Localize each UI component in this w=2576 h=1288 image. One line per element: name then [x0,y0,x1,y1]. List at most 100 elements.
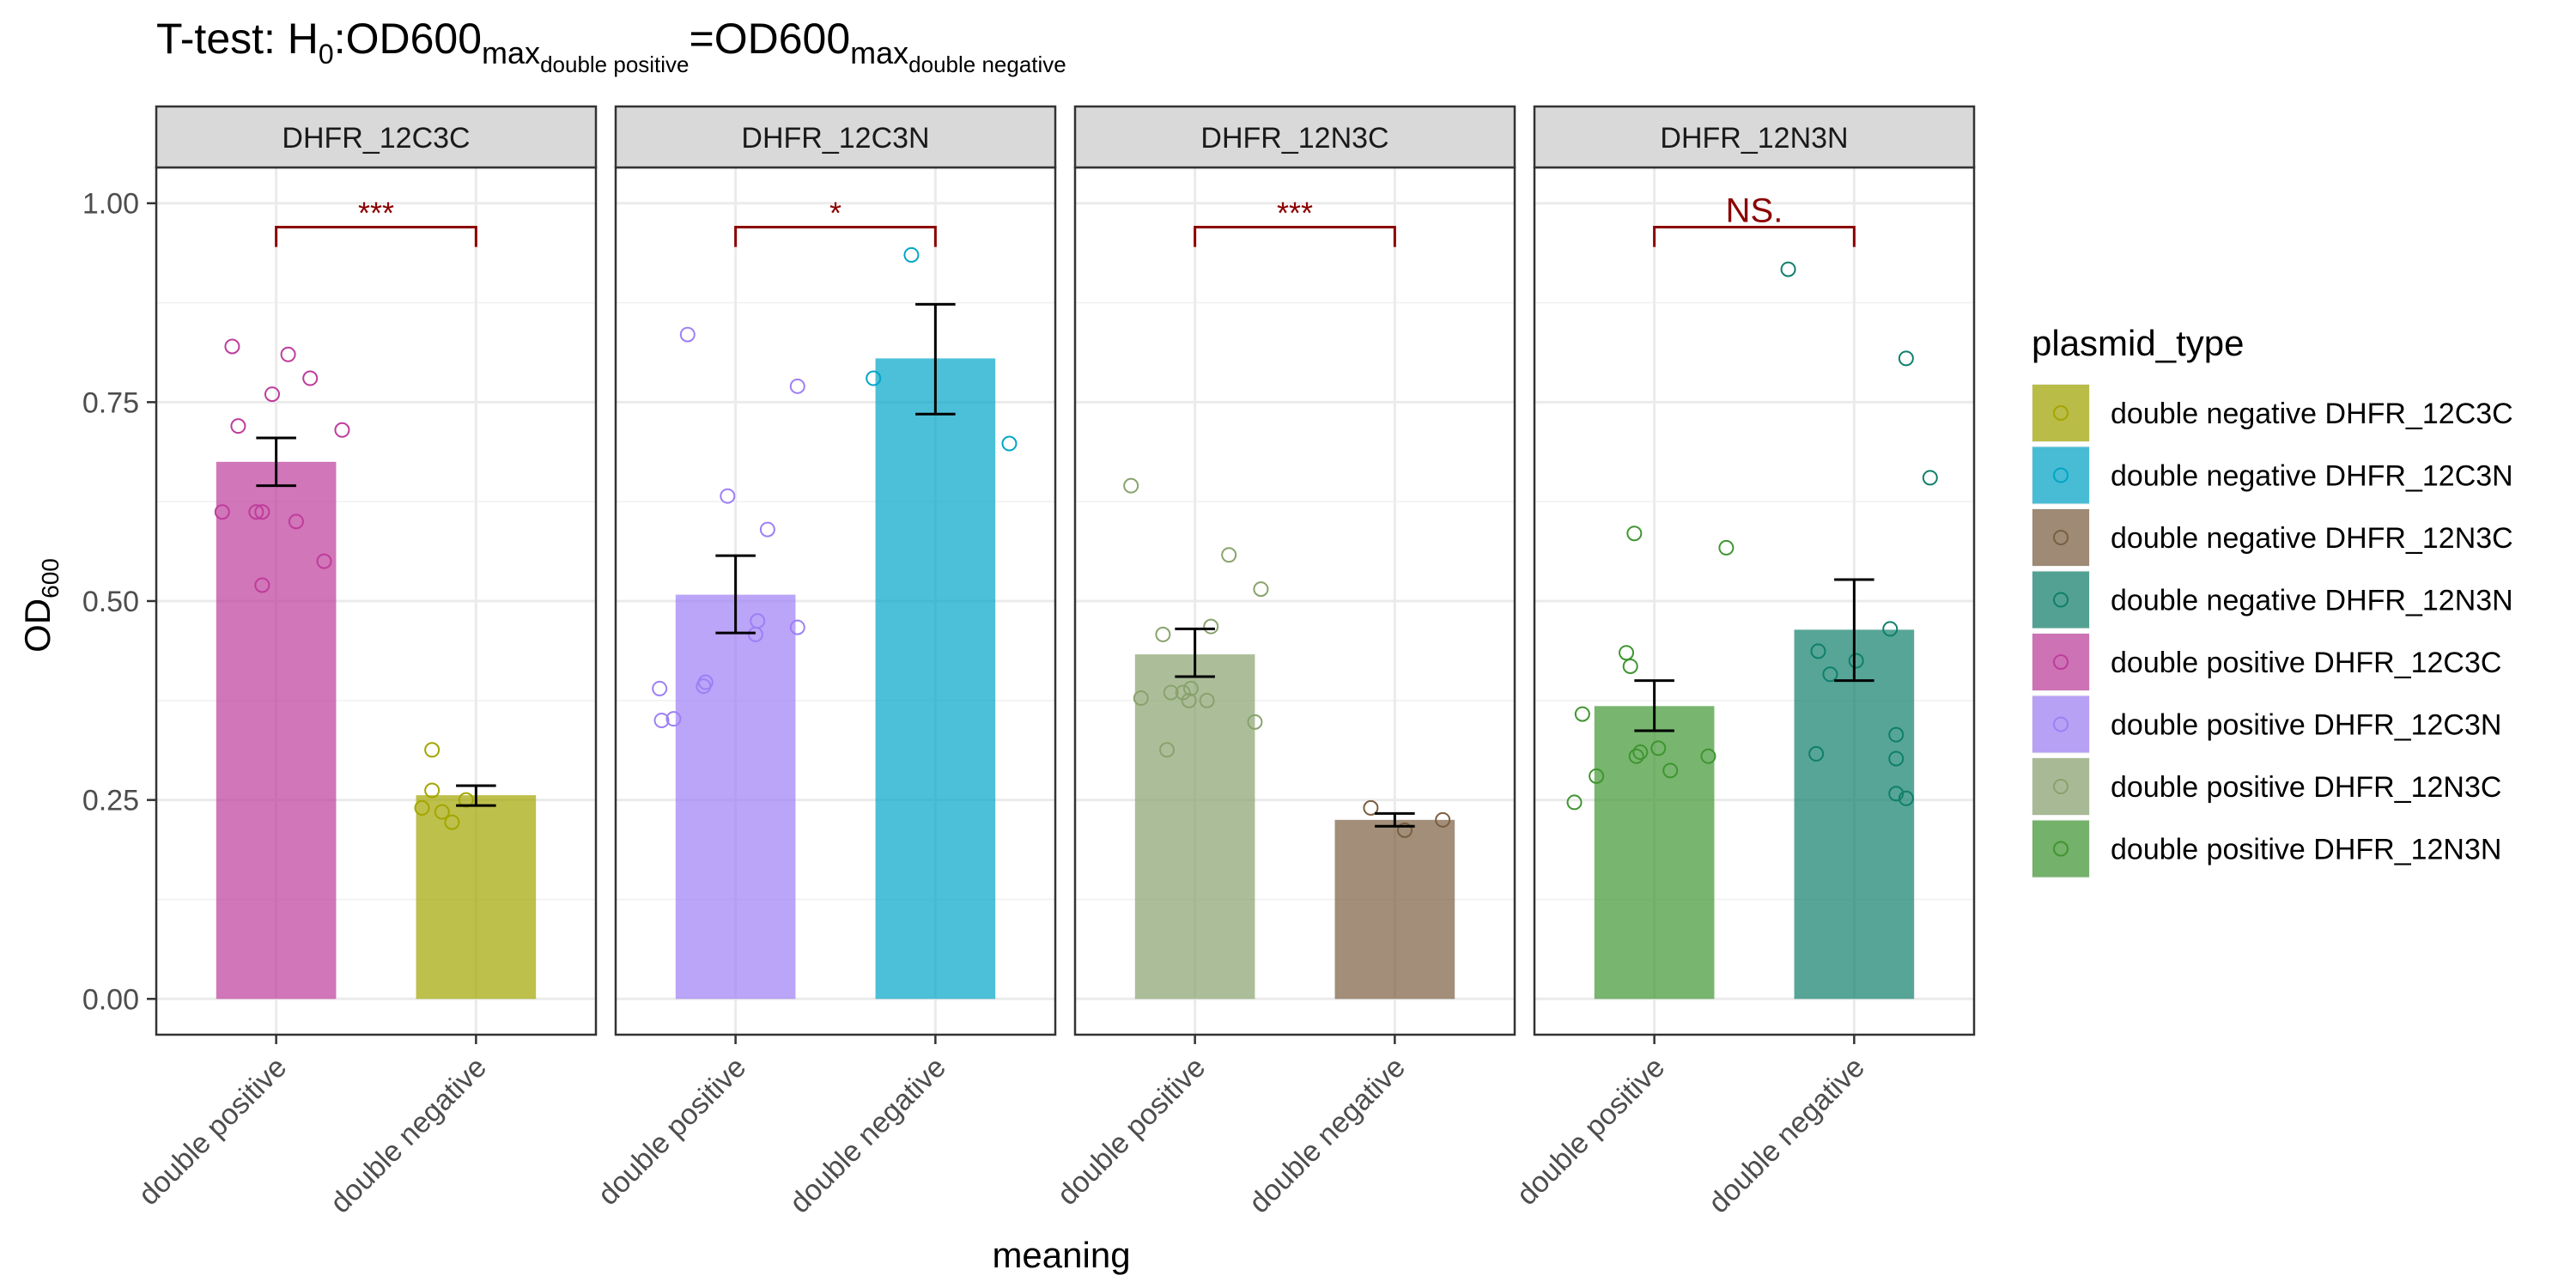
significance-label: *** [1277,195,1313,230]
legend-item: double negative DHFR_12C3C [2032,384,2513,442]
legend-label: double negative DHFR_12C3C [2111,398,2513,430]
data-point [1888,786,1905,802]
data-point [1898,350,1914,367]
legend-title: plasmid_type [2032,323,2244,363]
title-sub2: double negative [908,52,1066,77]
facet-strip [1073,105,1516,169]
data-point [248,504,264,520]
legend-label: double positive DHFR_12C3N [2111,709,2501,742]
legend-key-swatch [2032,820,2089,878]
y-tick-label: 0.00 [82,983,139,1016]
legend-key-swatch [2032,696,2089,753]
data-point [288,513,304,530]
data-point [1888,750,1905,767]
facet-strip-label: DHFR_12N3C [1200,122,1388,155]
data-point [1922,470,1938,486]
bar [1794,629,1915,999]
y-tick-label: 0.50 [82,586,139,618]
y-tick-label: 0.75 [82,386,139,419]
legend-key-point [2053,530,2069,545]
data-point [1780,261,1796,277]
data-point [434,804,450,820]
data-point [759,521,775,538]
data-point [316,553,332,569]
data-point [302,370,319,386]
data-point [789,378,805,394]
data-point [679,326,696,343]
data-point [1397,822,1413,838]
data-point [1898,790,1914,806]
facet-strip-label: DHFR_12N3N [1660,122,1848,155]
x-axis-title: meaning [992,1235,1130,1275]
significance-bracket [275,225,477,247]
data-point [1632,744,1649,761]
data-point [444,814,460,830]
legend-key-point [2053,716,2069,732]
bar [875,358,996,999]
legend-key-point [2053,841,2069,857]
data-point [789,619,805,635]
legend-item: double negative DHFR_12N3C [2032,508,2513,567]
data-point [224,338,240,355]
significance-bracket [734,225,937,247]
data-point [720,488,736,504]
data-point [1203,618,1219,635]
data-point [1822,666,1838,683]
title-h-sub: 0 [319,39,334,70]
legend-label: double negative DHFR_12N3C [2111,522,2513,555]
legend-key-point [2053,467,2069,483]
facet-strip [614,105,1057,169]
y-tick-label: 0.25 [82,785,139,817]
title-eq: =OD600 [690,15,851,63]
legend-label: double negative DHFR_12C3N [2111,460,2513,493]
title-max1: max [482,35,540,70]
data-point [264,386,280,403]
data-point [254,577,270,593]
data-point [1363,799,1379,816]
legend-key-swatch [2032,571,2089,629]
title-mid1: :OD600 [334,15,482,63]
y-axis-title: OD600 [17,558,64,653]
data-point [747,626,763,642]
data-point [653,712,670,728]
data-point [1628,748,1644,764]
y-axis-title-main: OD [17,598,58,653]
legend-item: double negative DHFR_12C3N [2032,446,2513,505]
data-point [254,504,270,520]
data-point [1181,692,1197,708]
bar [1594,706,1715,999]
data-point [1574,706,1590,722]
data-point [1253,581,1269,598]
legend-key-swatch [2032,509,2089,566]
legend-item: double positive DHFR_12C3N [2032,695,2501,754]
data-point [1133,690,1149,707]
data-point [1182,680,1199,696]
data-point [458,792,474,808]
data-point [1626,526,1643,542]
legend-item: double positive DHFR_12N3C [2032,757,2501,816]
data-point [696,678,712,695]
data-point [1163,684,1179,701]
data-point [1662,762,1679,779]
bar [1134,654,1255,999]
data-point [1221,547,1237,563]
data-point [1848,653,1864,669]
data-point [214,504,230,520]
data-point [1700,748,1716,764]
legend-key-swatch [2032,447,2089,504]
data-point [424,742,440,758]
legend-item: double positive DHFR_12N3N [2032,819,2501,878]
data-point [1155,626,1171,642]
significance-bracket [1653,225,1856,247]
facet-strip-label: DHFR_12C3N [741,122,929,155]
data-point [1808,745,1825,762]
data-point [1199,692,1215,708]
bar [1334,819,1455,999]
legend-key-point [2053,779,2069,794]
data-point [424,782,440,799]
